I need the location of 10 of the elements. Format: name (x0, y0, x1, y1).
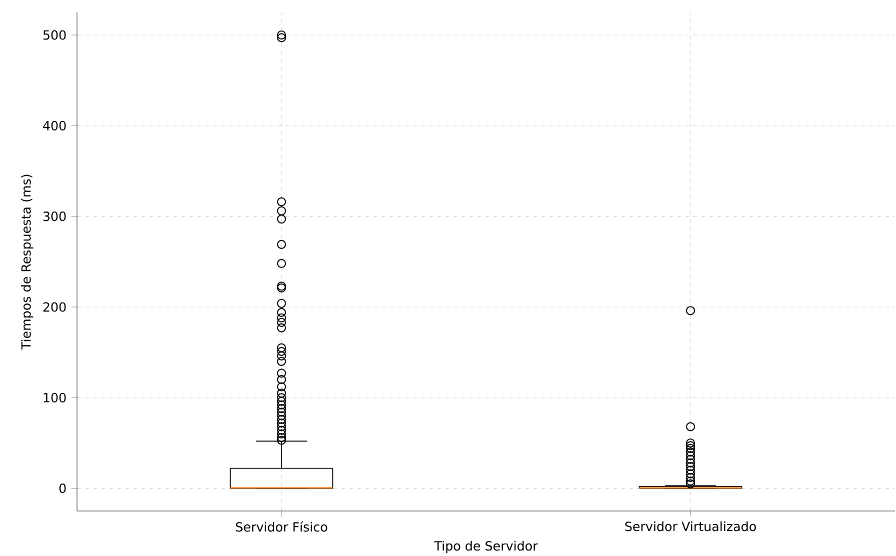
y-axis-title: Tiempos de Respuesta (ms) (21, 174, 34, 350)
y-tick-label: 0 (59, 484, 66, 494)
y-tick-label: 200 (43, 302, 66, 312)
y-tick-label: 300 (43, 212, 66, 222)
y-tick-label: 100 (44, 392, 66, 402)
y-tick-label: 400 (43, 120, 66, 130)
x-axis-title: Tipo de Servidor (434, 540, 538, 554)
x-tick-label: Servidor Físico (236, 521, 328, 532)
y-tick-label: 500 (43, 30, 66, 40)
x-tick-label: Servidor Virtualizado (625, 521, 756, 532)
